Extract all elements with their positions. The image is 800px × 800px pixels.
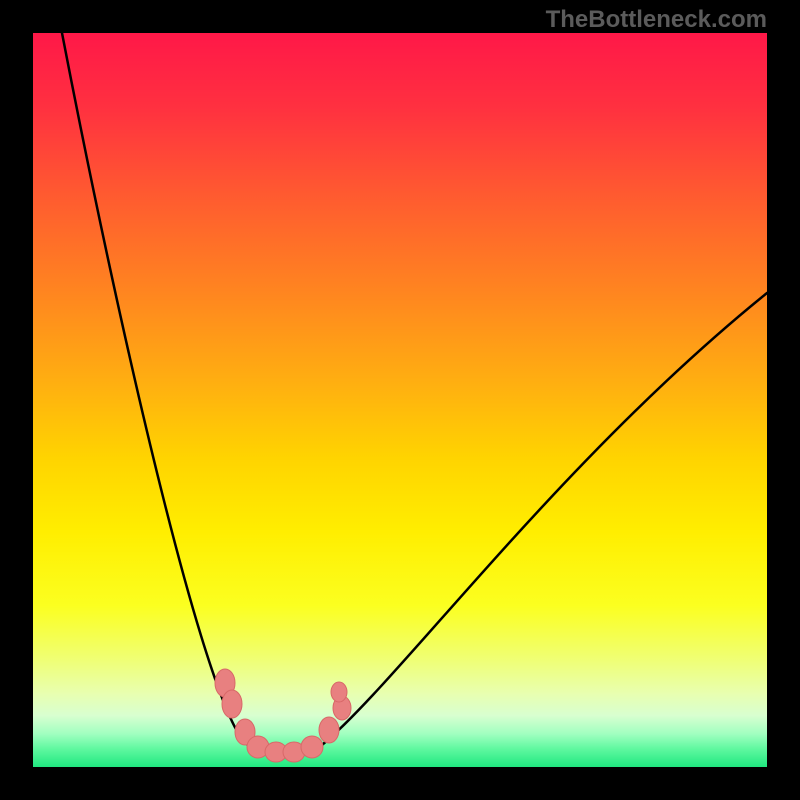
chart-frame: TheBottleneck.com xyxy=(0,0,800,800)
data-marker xyxy=(301,736,323,758)
data-marker xyxy=(222,690,242,718)
bottleneck-curve-chart xyxy=(0,0,800,800)
data-marker xyxy=(319,717,339,743)
watermark-text: TheBottleneck.com xyxy=(546,6,767,34)
data-marker xyxy=(331,682,347,702)
